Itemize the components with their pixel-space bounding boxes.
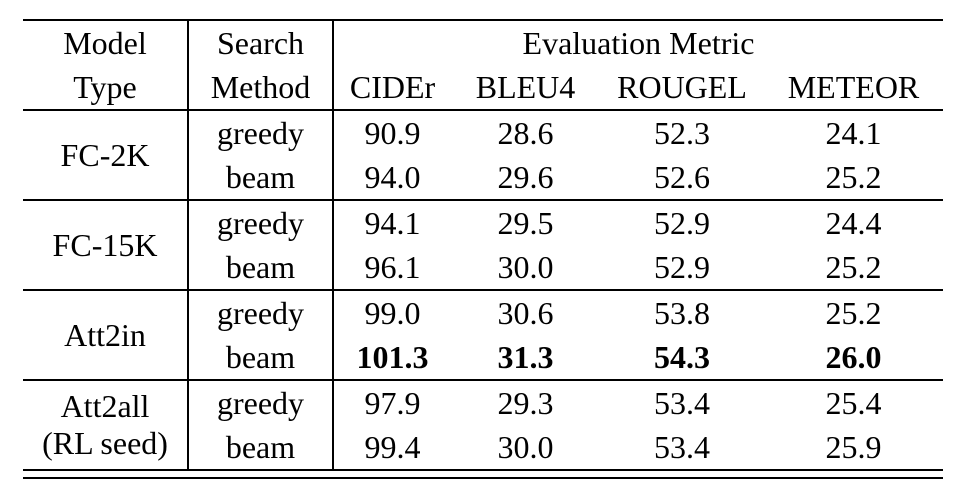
- metric-value-cell: 53.4: [654, 384, 710, 421]
- metric-value-cell: 94.0: [333, 155, 451, 201]
- table-row: beam 94.0 29.6 52.6 25.2: [23, 155, 943, 201]
- header-model: Model: [23, 20, 189, 65]
- header-row-1: Model Search Evaluation Metric: [23, 20, 943, 65]
- model-cell-fc2k: FC-2K: [23, 110, 189, 201]
- model-name-line2: (RL seed): [42, 425, 168, 461]
- table-row: FC-15K greedy 94.1 29.5 52.9 24.4: [23, 200, 943, 291]
- header-type: Type: [23, 65, 189, 111]
- table-row: FC-2K greedy 90.9 28.6 52.3 24.1: [23, 110, 943, 201]
- metric-value-cell-best: 101.3: [333, 335, 451, 381]
- metric-value-cell-best: 26.0: [764, 335, 943, 381]
- method-cell: greedy: [188, 200, 334, 245]
- model-name: Att2all: [60, 388, 150, 425]
- metric-value-cell: 24.1: [825, 114, 882, 151]
- metric-value-cell: 94.1: [364, 204, 421, 241]
- bottom-double-rule: [23, 477, 943, 479]
- model-cell-att2all: Att2all (RL seed): [23, 380, 189, 471]
- header-search: Search: [188, 20, 334, 65]
- method-cell: beam: [188, 335, 334, 381]
- model-cell-fc15k: FC-15K: [23, 200, 189, 291]
- metric-value-cell-best: 31.3: [451, 335, 600, 381]
- header-method: Method: [188, 65, 334, 111]
- table-row-best: beam 101.3 31.3 54.3 26.0: [23, 335, 943, 381]
- metric-value-cell: 96.1: [333, 245, 451, 291]
- header-meteor: METEOR: [764, 65, 943, 111]
- metric-value-cell: 99.4: [333, 425, 451, 471]
- metric-value-cell: 28.6: [497, 114, 554, 151]
- metric-value-cell: 25.4: [825, 384, 882, 421]
- model-cell-att2in: Att2in: [23, 290, 189, 381]
- metric-value-cell: 25.9: [764, 425, 943, 471]
- metric-value-cell: 25.2: [825, 294, 882, 331]
- header-bleu4: BLEU4: [451, 65, 600, 111]
- metric-value-cell-best: 54.3: [600, 335, 764, 381]
- header-row-2: Type Method CIDEr BLEU4 ROUGEL METEOR: [23, 65, 943, 111]
- metric-value-cell: 29.6: [451, 155, 600, 201]
- metric-value-cell: 90.9: [364, 114, 421, 151]
- model-name: FC-2K: [60, 136, 150, 173]
- metric-value-cell: 99.0: [364, 294, 421, 331]
- table-row: beam 99.4 30.0 53.4 25.9: [23, 425, 943, 471]
- metric-value-cell: 29.3: [497, 384, 554, 421]
- metric-value-cell: 52.9: [654, 204, 710, 241]
- table-row: Att2all (RL seed) greedy 97.9 29.3 53.4 …: [23, 380, 943, 471]
- metric-value-cell: 24.4: [825, 204, 882, 241]
- results-table: Model Search Evaluation Metric Type Meth…: [23, 19, 943, 471]
- method-cell: greedy: [188, 380, 334, 425]
- header-rougel: ROUGEL: [600, 65, 764, 111]
- model-name: FC-15K: [52, 226, 158, 263]
- header-cider: CIDEr: [333, 65, 451, 111]
- metric-value-cell: 97.9: [364, 384, 421, 421]
- table-row: beam 96.1 30.0 52.9 25.2: [23, 245, 943, 291]
- metric-value-cell: 30.6: [497, 294, 554, 331]
- metric-value-cell: 52.6: [600, 155, 764, 201]
- metric-value-cell: 53.4: [600, 425, 764, 471]
- metric-value-cell: 30.0: [451, 245, 600, 291]
- metric-value-cell: 52.9: [600, 245, 764, 291]
- method-cell: beam: [188, 245, 334, 291]
- model-name: Att2in: [64, 316, 146, 353]
- method-cell: greedy: [188, 290, 334, 335]
- method-cell: beam: [188, 425, 334, 471]
- metric-value-cell: 52.3: [654, 114, 710, 151]
- metric-value-cell: 30.0: [451, 425, 600, 471]
- metric-value-cell: 25.2: [764, 155, 943, 201]
- method-cell: beam: [188, 155, 334, 201]
- metric-value-cell: 29.5: [497, 204, 554, 241]
- table-row: Att2in greedy 99.0 30.6 53.8 25.2: [23, 290, 943, 381]
- metric-value-cell: 53.8: [654, 294, 710, 331]
- header-evaluation-metric: Evaluation Metric: [522, 24, 755, 61]
- metric-value-cell: 25.2: [764, 245, 943, 291]
- method-cell: greedy: [188, 110, 334, 155]
